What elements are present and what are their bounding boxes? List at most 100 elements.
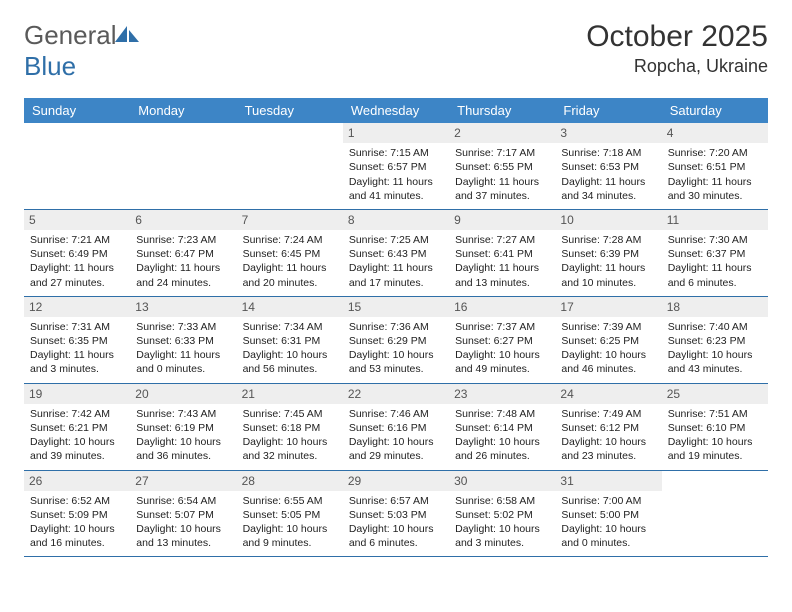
calendar-day-cell: 26Sunrise: 6:52 AMSunset: 5:09 PMDayligh… [24, 471, 130, 557]
calendar-day-cell: 1Sunrise: 7:15 AMSunset: 6:57 PMDaylight… [343, 123, 449, 209]
daylight-text: Daylight: 10 hours and 32 minutes. [243, 435, 337, 463]
logo-text: GeneralBlue [24, 20, 141, 82]
daylight-text: Daylight: 10 hours and 19 minutes. [668, 435, 762, 463]
daylight-text: Daylight: 10 hours and 16 minutes. [30, 522, 124, 550]
day-number: 1 [343, 123, 449, 143]
calendar-day-cell: 29Sunrise: 6:57 AMSunset: 5:03 PMDayligh… [343, 471, 449, 557]
day-number: 8 [343, 210, 449, 230]
daylight-text: Daylight: 11 hours and 41 minutes. [349, 175, 443, 203]
day-number: 23 [449, 384, 555, 404]
sunset-text: Sunset: 5:03 PM [349, 508, 443, 522]
sunset-text: Sunset: 5:02 PM [455, 508, 549, 522]
location-label: Ropcha, Ukraine [586, 56, 768, 77]
sunrise-text: Sunrise: 7:00 AM [561, 494, 655, 508]
calendar-day-cell: 25Sunrise: 7:51 AMSunset: 6:10 PMDayligh… [662, 384, 768, 470]
calendar-day-cell: 24Sunrise: 7:49 AMSunset: 6:12 PMDayligh… [555, 384, 661, 470]
daylight-text: Daylight: 11 hours and 30 minutes. [668, 175, 762, 203]
sunset-text: Sunset: 6:43 PM [349, 247, 443, 261]
daylight-text: Daylight: 10 hours and 26 minutes. [455, 435, 549, 463]
daylight-text: Daylight: 10 hours and 29 minutes. [349, 435, 443, 463]
daylight-text: Daylight: 11 hours and 37 minutes. [455, 175, 549, 203]
page-header: GeneralBlue October 2025 Ropcha, Ukraine [24, 20, 768, 82]
day-number: 21 [237, 384, 343, 404]
daylight-text: Daylight: 10 hours and 13 minutes. [136, 522, 230, 550]
calendar-week-row: 12Sunrise: 7:31 AMSunset: 6:35 PMDayligh… [24, 297, 768, 384]
calendar-day-cell: 20Sunrise: 7:43 AMSunset: 6:19 PMDayligh… [130, 384, 236, 470]
sunrise-text: Sunrise: 7:27 AM [455, 233, 549, 247]
calendar-day-cell: 4Sunrise: 7:20 AMSunset: 6:51 PMDaylight… [662, 123, 768, 209]
calendar-day-cell: 6Sunrise: 7:23 AMSunset: 6:47 PMDaylight… [130, 210, 236, 296]
day-number: 30 [449, 471, 555, 491]
sunrise-text: Sunrise: 6:55 AM [243, 494, 337, 508]
day-number: 29 [343, 471, 449, 491]
day-number: 5 [24, 210, 130, 230]
daylight-text: Daylight: 11 hours and 0 minutes. [136, 348, 230, 376]
day-number: 3 [555, 123, 661, 143]
sunrise-text: Sunrise: 7:23 AM [136, 233, 230, 247]
sunrise-text: Sunrise: 7:46 AM [349, 407, 443, 421]
daylight-text: Daylight: 10 hours and 23 minutes. [561, 435, 655, 463]
logo-text-blue: Blue [24, 51, 76, 81]
weekday-header: Saturday [662, 98, 768, 123]
day-number: 6 [130, 210, 236, 230]
sunrise-text: Sunrise: 6:52 AM [30, 494, 124, 508]
daylight-text: Daylight: 10 hours and 6 minutes. [349, 522, 443, 550]
sunrise-text: Sunrise: 7:31 AM [30, 320, 124, 334]
sunrise-text: Sunrise: 7:25 AM [349, 233, 443, 247]
calendar-day-cell: 7Sunrise: 7:24 AMSunset: 6:45 PMDaylight… [237, 210, 343, 296]
sunrise-text: Sunrise: 7:30 AM [668, 233, 762, 247]
sunrise-text: Sunrise: 7:49 AM [561, 407, 655, 421]
sunrise-text: Sunrise: 7:48 AM [455, 407, 549, 421]
day-number: 13 [130, 297, 236, 317]
sunset-text: Sunset: 6:51 PM [668, 160, 762, 174]
daylight-text: Daylight: 11 hours and 20 minutes. [243, 261, 337, 289]
sunset-text: Sunset: 6:53 PM [561, 160, 655, 174]
sunrise-text: Sunrise: 7:34 AM [243, 320, 337, 334]
daylight-text: Daylight: 11 hours and 17 minutes. [349, 261, 443, 289]
calendar-week-row: 1Sunrise: 7:15 AMSunset: 6:57 PMDaylight… [24, 123, 768, 210]
day-number: 17 [555, 297, 661, 317]
sunset-text: Sunset: 6:21 PM [30, 421, 124, 435]
calendar: SundayMondayTuesdayWednesdayThursdayFrid… [24, 98, 768, 557]
day-number: 22 [343, 384, 449, 404]
daylight-text: Daylight: 11 hours and 10 minutes. [561, 261, 655, 289]
sunrise-text: Sunrise: 7:45 AM [243, 407, 337, 421]
day-number: 26 [24, 471, 130, 491]
calendar-day-cell: 9Sunrise: 7:27 AMSunset: 6:41 PMDaylight… [449, 210, 555, 296]
sunset-text: Sunset: 6:49 PM [30, 247, 124, 261]
calendar-day-cell: 30Sunrise: 6:58 AMSunset: 5:02 PMDayligh… [449, 471, 555, 557]
weekday-header: Monday [130, 98, 236, 123]
sunset-text: Sunset: 5:00 PM [561, 508, 655, 522]
calendar-day-cell: 13Sunrise: 7:33 AMSunset: 6:33 PMDayligh… [130, 297, 236, 383]
calendar-header-row: SundayMondayTuesdayWednesdayThursdayFrid… [24, 98, 768, 123]
daylight-text: Daylight: 10 hours and 0 minutes. [561, 522, 655, 550]
daylight-text: Daylight: 10 hours and 3 minutes. [455, 522, 549, 550]
daylight-text: Daylight: 10 hours and 53 minutes. [349, 348, 443, 376]
calendar-day-cell: 5 Sunrise: 7:21 AMSunset: 6:49 PMDaylight… [24, 210, 130, 296]
sunrise-text: Sunrise: 7:24 AM [243, 233, 337, 247]
sunset-text: Sunset: 6:45 PM [243, 247, 337, 261]
calendar-week-row: 26Sunrise: 6:52 AMSunset: 5:09 PMDayligh… [24, 471, 768, 558]
sunrise-text: Sunrise: 7:21 AM [30, 233, 124, 247]
sunrise-text: Sunrise: 7:40 AM [668, 320, 762, 334]
daylight-text: Daylight: 10 hours and 43 minutes. [668, 348, 762, 376]
sunrise-text: Sunrise: 7:18 AM [561, 146, 655, 160]
calendar-day-cell: 11Sunrise: 7:30 AMSunset: 6:37 PMDayligh… [662, 210, 768, 296]
day-number: 19 [24, 384, 130, 404]
calendar-day-cell: 16Sunrise: 7:37 AMSunset: 6:27 PMDayligh… [449, 297, 555, 383]
weekday-header: Thursday [449, 98, 555, 123]
sunrise-text: Sunrise: 7:43 AM [136, 407, 230, 421]
calendar-empty-cell [24, 123, 130, 209]
sunset-text: Sunset: 6:14 PM [455, 421, 549, 435]
sunrise-text: Sunrise: 7:28 AM [561, 233, 655, 247]
title-block: October 2025 Ropcha, Ukraine [586, 20, 768, 77]
sunrise-text: Sunrise: 7:51 AM [668, 407, 762, 421]
sunset-text: Sunset: 6:33 PM [136, 334, 230, 348]
sunset-text: Sunset: 6:10 PM [668, 421, 762, 435]
sunset-text: Sunset: 6:47 PM [136, 247, 230, 261]
daylight-text: Daylight: 11 hours and 27 minutes. [30, 261, 124, 289]
sunset-text: Sunset: 6:16 PM [349, 421, 443, 435]
day-number: 15 [343, 297, 449, 317]
sunset-text: Sunset: 6:19 PM [136, 421, 230, 435]
calendar-day-cell: 27Sunrise: 6:54 AMSunset: 5:07 PMDayligh… [130, 471, 236, 557]
